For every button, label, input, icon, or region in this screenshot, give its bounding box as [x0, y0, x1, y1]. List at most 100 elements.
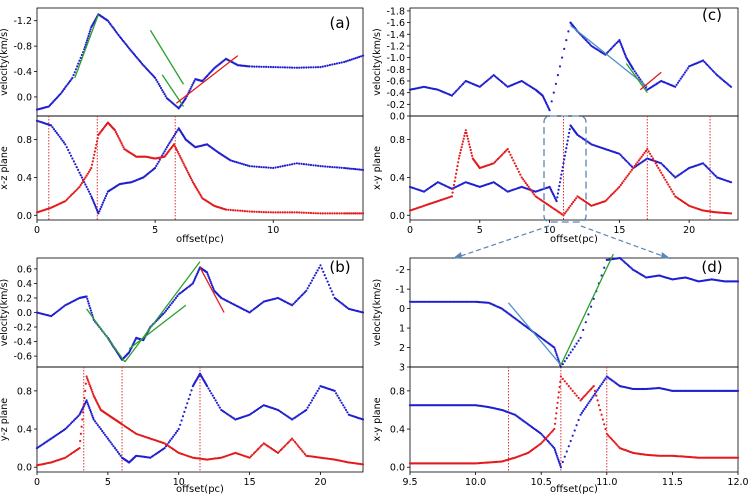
- data-point: [118, 452, 121, 455]
- series-red: [35, 121, 365, 215]
- data-point: [253, 210, 256, 213]
- data-point: [248, 165, 251, 168]
- data-point: [642, 153, 645, 156]
- data-point: [451, 191, 454, 194]
- data-point: [575, 342, 578, 345]
- data-point: [118, 138, 121, 141]
- data-point: [556, 192, 560, 195]
- data-point: [272, 166, 275, 170]
- data-point: [550, 430, 553, 433]
- data-point: [295, 66, 298, 69]
- data-point: [177, 152, 180, 155]
- x-axis-label: offset(pc): [176, 484, 224, 495]
- data-point: [240, 162, 244, 165]
- data-point: [559, 464, 562, 467]
- x-tick-label: 20: [683, 225, 695, 236]
- data-point: [603, 423, 606, 426]
- panel-label: (b): [329, 258, 350, 276]
- data-point: [93, 202, 96, 205]
- data-point: [461, 140, 465, 143]
- data-point: [298, 296, 301, 300]
- data-point: [460, 84, 463, 87]
- data-point: [597, 404, 601, 407]
- data-point: [95, 208, 99, 212]
- data-point: [469, 148, 472, 152]
- subplot-bot: 0.0 0.4 0.8 y-z plane: [0, 366, 365, 474]
- data-point: [675, 83, 678, 86]
- data-point: [707, 167, 710, 170]
- data-point: [160, 314, 163, 317]
- data-point: [681, 75, 684, 78]
- data-point: [549, 442, 552, 445]
- data-point: [587, 41, 590, 45]
- data-point: [164, 309, 168, 312]
- data-point: [116, 134, 119, 137]
- data-point: [704, 62, 708, 65]
- data-point: [293, 66, 296, 69]
- data-point: [218, 406, 221, 409]
- data-point: [69, 80, 72, 83]
- data-point: [260, 166, 263, 169]
- data-point: [87, 405, 90, 408]
- data-point: [563, 158, 566, 161]
- data-point: [561, 56, 564, 59]
- data-point: [156, 162, 159, 165]
- data-point: [207, 387, 210, 390]
- data-point: [573, 392, 576, 395]
- data-point: [167, 441, 170, 444]
- data-point: [91, 160, 94, 163]
- data-point: [460, 146, 463, 149]
- data-point: [105, 435, 108, 438]
- data-point: [116, 450, 119, 454]
- data-point: [172, 134, 176, 137]
- data-point: [707, 65, 710, 68]
- data-point: [99, 207, 102, 211]
- data-point: [95, 143, 98, 146]
- arrowhead-right: [661, 252, 671, 259]
- data-point: [288, 163, 291, 166]
- data-point: [329, 287, 332, 290]
- data-point: [607, 50, 610, 53]
- data-point: [597, 386, 601, 390]
- y-tick-label: 0.4: [390, 425, 405, 436]
- data-point: [358, 212, 361, 215]
- data-point: [338, 61, 341, 65]
- data-point: [239, 209, 242, 212]
- data-point: [92, 200, 95, 203]
- data-point: [549, 432, 552, 435]
- data-point: [305, 408, 308, 412]
- data-point: [108, 21, 111, 24]
- y-tick-label: 0.8: [17, 135, 32, 146]
- data-point: [306, 406, 309, 409]
- x-tick-label: 11.5: [662, 477, 683, 488]
- data-point: [669, 172, 673, 175]
- data-point: [129, 48, 132, 51]
- data-point: [95, 207, 98, 210]
- data-point: [520, 176, 523, 179]
- data-point: [79, 183, 82, 187]
- data-point: [229, 208, 232, 212]
- data-point: [59, 92, 62, 95]
- data-point: [350, 58, 353, 61]
- data-point: [557, 396, 560, 399]
- data-point: [269, 166, 272, 169]
- data-point: [113, 129, 117, 132]
- data-point: [454, 176, 457, 179]
- data-point: [84, 176, 87, 179]
- data-point: [169, 304, 172, 307]
- data-point: [110, 24, 113, 27]
- data-point: [628, 162, 631, 165]
- data-point: [579, 336, 582, 339]
- data-point: [157, 82, 160, 86]
- data-point: [600, 383, 603, 386]
- data-point: [302, 66, 305, 69]
- data-point: [274, 66, 277, 69]
- data-point: [308, 404, 311, 407]
- data-point: [71, 192, 74, 196]
- data-point: [164, 148, 167, 151]
- y-tick-label: 0: [399, 304, 405, 315]
- data-point: [309, 282, 312, 285]
- data-point: [517, 170, 521, 173]
- data-point: [243, 210, 246, 213]
- data-point: [62, 141, 65, 144]
